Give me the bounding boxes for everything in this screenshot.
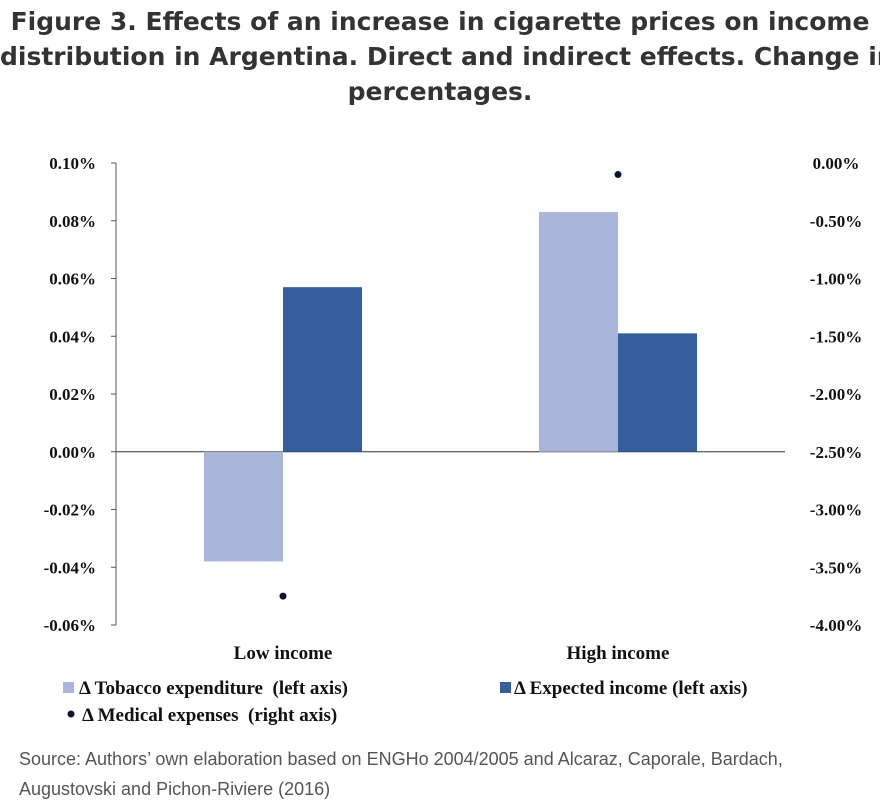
legend: Δ Tobacco expenditure (left axis) Δ Expec… xyxy=(63,678,748,726)
point-medical-1 xyxy=(614,171,622,179)
left-tick-label: -0.04% xyxy=(44,558,96,577)
right-axis-ticks: 0.00% -0.50% -1.00% -1.50% -2.00% -2.50% -3.00… xyxy=(810,154,862,635)
source-note: Source: Authors’ own elaboration based o… xyxy=(19,749,783,799)
bar-chart: 0.10% 0.08% 0.06% 0.04% 0.02% 0.00% -0.02% -0.0… xyxy=(44,154,863,726)
right-tick-label: -2.00% xyxy=(810,385,862,404)
left-tick-label: 0.02% xyxy=(49,385,96,404)
right-tick-label: 0.00% xyxy=(813,154,860,173)
legend-swatch xyxy=(500,682,511,693)
legend-marker xyxy=(67,710,75,718)
category-label: High income xyxy=(567,643,670,664)
category-labels: Low income High income xyxy=(234,643,670,664)
chart-title-line-3: percentages. xyxy=(347,77,533,106)
legend-entry: Δ Medical expenses (right axis) xyxy=(82,705,337,726)
right-tick-label: -3.00% xyxy=(810,501,862,520)
chart-title: Figure 3. Effects of an increase in ciga… xyxy=(0,4,880,109)
left-tick-label: -0.06% xyxy=(44,616,96,635)
points xyxy=(279,171,622,600)
legend-entry: Δ Tobacco expenditure (left axis) xyxy=(79,678,348,699)
right-tick-label: -0.50% xyxy=(810,212,862,231)
left-tick-label: 0.06% xyxy=(49,270,96,289)
category-label: Low income xyxy=(234,643,333,664)
legend-swatch xyxy=(63,682,74,693)
left-tick-label: -0.02% xyxy=(44,501,96,520)
right-tick-label: -1.00% xyxy=(810,270,862,289)
right-tick-label: -4.00% xyxy=(810,616,862,635)
right-tick-label: -1.50% xyxy=(810,327,862,346)
bar-income-1 xyxy=(618,333,697,452)
bar-tobacco-1 xyxy=(539,212,618,452)
left-tick-label: 0.10% xyxy=(49,154,96,173)
bar-income-0 xyxy=(283,287,362,452)
left-tick-label: 0.08% xyxy=(49,212,96,231)
legend-entry: Δ Expected income (left axis) xyxy=(514,678,748,699)
bar-tobacco-0 xyxy=(204,451,283,562)
chart-title-line-2: distribution in Argentina. Direct and in… xyxy=(0,42,880,71)
bars xyxy=(204,212,697,562)
left-tick-label: 0.00% xyxy=(49,443,96,462)
left-tick-label: 0.04% xyxy=(49,327,96,346)
chart-title-line-1: Figure 3. Effects of an increase in ciga… xyxy=(10,7,870,36)
right-tick-label: -2.50% xyxy=(810,443,862,462)
right-tick-label: -3.50% xyxy=(810,558,862,577)
left-axis: 0.10% 0.08% 0.06% 0.04% 0.02% 0.00% -0.02% -0.0… xyxy=(44,154,785,635)
point-medical-0 xyxy=(279,592,287,600)
